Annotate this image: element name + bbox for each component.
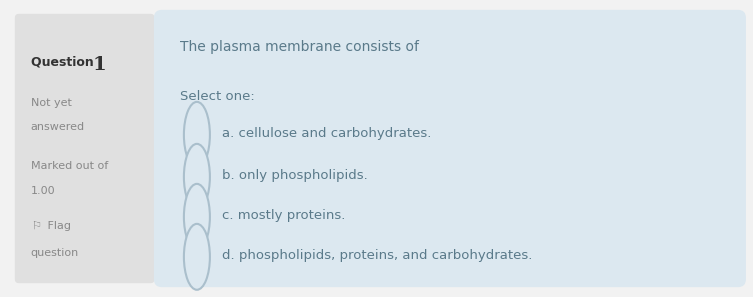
Text: Flag: Flag xyxy=(44,221,71,231)
Text: answered: answered xyxy=(31,122,85,132)
Text: d. phospholipids, proteins, and carbohydrates.: d. phospholipids, proteins, and carbohyd… xyxy=(222,249,532,262)
Ellipse shape xyxy=(184,102,210,168)
Text: The plasma membrane consists of: The plasma membrane consists of xyxy=(180,40,419,54)
FancyBboxPatch shape xyxy=(154,10,746,287)
Ellipse shape xyxy=(184,224,210,290)
FancyBboxPatch shape xyxy=(15,14,154,283)
Text: Question: Question xyxy=(31,56,98,69)
Text: Select one:: Select one: xyxy=(180,90,255,103)
Text: question: question xyxy=(31,248,79,258)
Ellipse shape xyxy=(184,144,210,210)
Text: a. cellulose and carbohydrates.: a. cellulose and carbohydrates. xyxy=(222,127,431,140)
Ellipse shape xyxy=(184,184,210,250)
Text: ⚐: ⚐ xyxy=(31,221,41,231)
Text: 1: 1 xyxy=(93,56,107,74)
Text: c. mostly proteins.: c. mostly proteins. xyxy=(222,209,346,222)
Text: b. only phospholipids.: b. only phospholipids. xyxy=(222,169,367,182)
Text: Marked out of: Marked out of xyxy=(31,161,108,171)
Text: 1.00: 1.00 xyxy=(31,186,56,196)
Text: Not yet: Not yet xyxy=(31,98,72,108)
